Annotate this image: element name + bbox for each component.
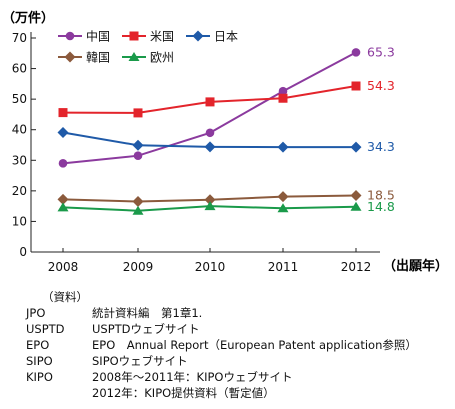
source-key: KIPO — [26, 370, 53, 384]
source-value: SIPOウェブサイト — [92, 354, 188, 368]
legend-item: 米国 — [122, 30, 174, 44]
legend-label: 米国 — [150, 30, 174, 44]
data-point — [205, 97, 215, 107]
x-tick-label: 2010 — [195, 260, 226, 274]
y-tick-label: 50 — [12, 92, 27, 106]
data-point — [278, 93, 288, 103]
data-point — [132, 205, 144, 215]
data-point — [204, 141, 216, 153]
series-欧州: 14.8 — [57, 199, 395, 215]
source-row: EPO EPO Annual Report（European Patent ap… — [26, 337, 417, 353]
legend-item: 欧州 — [122, 51, 174, 65]
data-label: 18.5 — [367, 187, 395, 202]
data-point — [58, 159, 68, 168]
y-tick-label: 60 — [12, 62, 27, 76]
x-axis-unit: （出願年） — [383, 258, 448, 274]
data-point — [57, 202, 69, 212]
source-key — [26, 385, 92, 401]
data-point — [128, 52, 140, 61]
data-point — [351, 48, 361, 57]
source-row: SIPO SIPOウェブサイト — [26, 353, 417, 369]
legend-label: 中国 — [86, 29, 110, 44]
source-value: 2008年～2011年：KIPOウェブサイト — [92, 370, 293, 384]
data-point — [205, 128, 215, 138]
series-layer: 65.3 54.3 34.3 18.514.8 — [57, 44, 395, 215]
data-point — [278, 86, 288, 96]
series-中国: 65.3 — [58, 44, 395, 168]
data-point — [129, 31, 139, 41]
legend-item: 日本 — [186, 30, 238, 44]
data-point — [350, 189, 362, 201]
data-point — [57, 126, 69, 138]
data-point — [132, 139, 144, 151]
data-point — [65, 31, 75, 41]
source-value: EPO Annual Report（European Patent applic… — [92, 338, 417, 352]
legend-item: 中国 — [58, 29, 110, 44]
data-point — [204, 201, 216, 211]
data-point — [64, 51, 76, 63]
line-chart: （万件） （出願年） 0 10 20 30 40 50 60 70 2008 2009 2010 20… — [2, 10, 448, 274]
data-point — [58, 108, 68, 118]
series-日本: 34.3 — [57, 126, 395, 154]
axes: 0 10 20 30 40 50 60 70 2008 2009 2010 2011 2012 — [12, 31, 380, 274]
data-point — [350, 201, 362, 211]
source-row: JPO 統計資料編 第1章1. — [26, 305, 417, 321]
source-key: EPO — [26, 338, 50, 352]
legend-label: 欧州 — [150, 51, 174, 65]
data-label: 14.8 — [367, 199, 395, 214]
source-row: USPTD USPTDウェブサイト — [26, 321, 417, 337]
source-value: USPTDウェブサイト — [92, 322, 200, 336]
source-key: JPO — [26, 306, 46, 320]
data-point — [192, 30, 204, 42]
data-point — [57, 193, 69, 205]
source-value: 統計資料編 第1章1. — [92, 306, 203, 320]
legend-label: 韓国 — [86, 51, 110, 65]
source-notes: （資料） JPO 統計資料編 第1章1. USPTD USPTDウェブサイト E… — [26, 289, 417, 401]
data-label: 34.3 — [367, 139, 395, 154]
data-label: 54.3 — [367, 78, 395, 93]
y-axis-unit: （万件） — [2, 10, 54, 26]
x-tick-label: 2009 — [123, 260, 154, 274]
y-tick-label: 20 — [12, 184, 27, 198]
x-tick-label: 2008 — [48, 260, 79, 274]
series-韓国: 18.5 — [57, 187, 395, 208]
series-米国: 54.3 — [58, 78, 395, 118]
x-tick-label: 2011 — [268, 260, 299, 274]
data-point — [277, 203, 289, 213]
y-tick-label: 40 — [12, 123, 27, 137]
source-heading: （資料） — [42, 290, 88, 304]
data-point — [204, 194, 216, 206]
source-row: KIPO 2008年～2011年：KIPOウェブサイト — [26, 369, 417, 385]
y-tick-label: 70 — [12, 31, 27, 45]
data-point — [133, 151, 143, 160]
source-key: SIPO — [26, 354, 53, 368]
data-point — [351, 81, 361, 91]
data-point — [277, 141, 289, 153]
source-value: 2012年：KIPO提供資料（暫定値） — [92, 386, 275, 400]
y-tick-label: 0 — [19, 245, 27, 259]
legend-item: 韓国 — [58, 51, 110, 65]
y-tick-label: 10 — [12, 214, 27, 228]
source-row: 2012年：KIPO提供資料（暫定値） — [26, 385, 417, 401]
x-tick-label: 2012 — [341, 260, 372, 274]
data-point — [350, 141, 362, 153]
y-tick-label: 30 — [12, 153, 27, 167]
data-point — [132, 196, 144, 208]
data-point — [133, 108, 143, 118]
data-point — [277, 191, 289, 203]
legend-label: 日本 — [214, 30, 238, 44]
source-key: USPTD — [26, 322, 65, 336]
data-label: 65.3 — [367, 44, 395, 59]
